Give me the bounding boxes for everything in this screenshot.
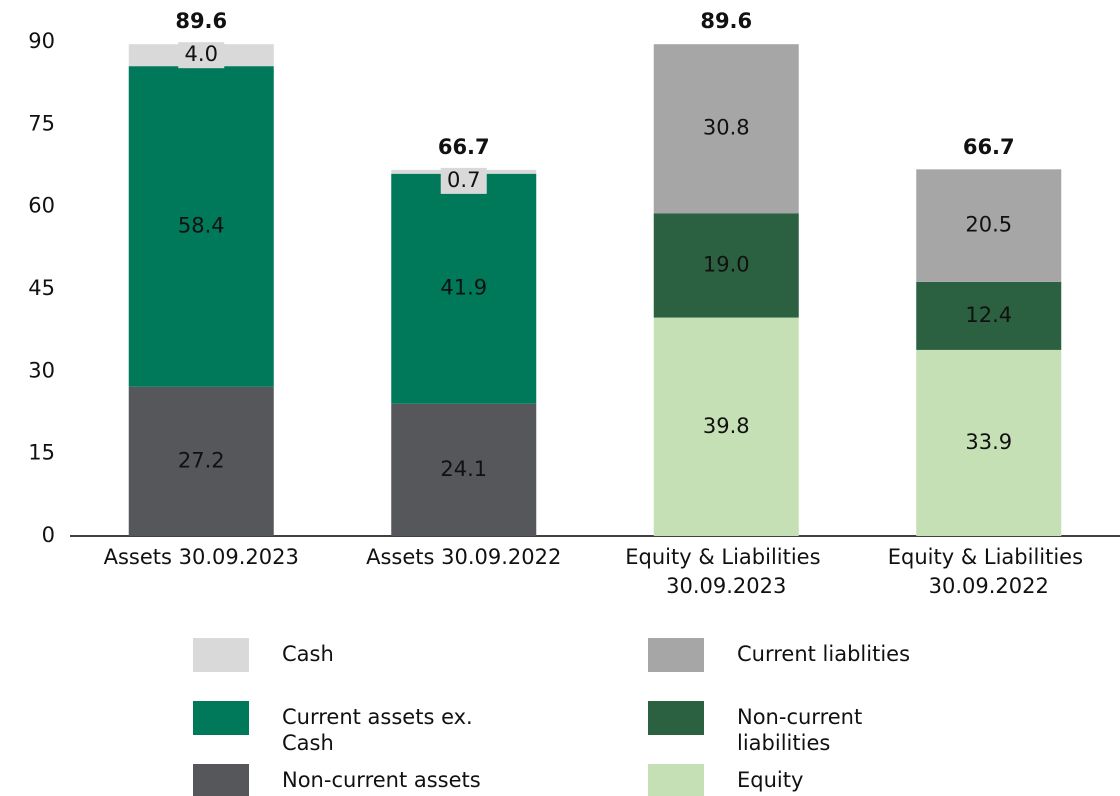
bar-segment <box>128 386 274 536</box>
value-label: 4.0 <box>185 42 218 66</box>
value-label: 19.0 <box>703 252 750 276</box>
bar-segment <box>916 169 1062 282</box>
total-label: 66.7 <box>438 135 490 159</box>
value-label: 20.5 <box>965 213 1012 237</box>
value-label: 12.4 <box>965 303 1012 327</box>
bar-segment <box>916 281 1062 350</box>
x-tick-label: Assets 30.09.2022 <box>366 545 561 569</box>
value-label: 33.9 <box>965 430 1012 454</box>
bar-segment <box>391 173 537 404</box>
value-label: 0.7 <box>447 168 480 192</box>
total-label: 66.7 <box>963 135 1015 159</box>
total-label: 89.6 <box>700 9 752 33</box>
bar-segment <box>653 317 799 536</box>
bar-segment <box>916 349 1062 536</box>
bar-segment <box>653 44 799 214</box>
legend-swatch <box>193 638 249 672</box>
legend-label: Current liablities <box>737 642 910 666</box>
value-label: 30.8 <box>703 116 750 140</box>
value-label-box <box>440 167 487 194</box>
bar-segment <box>391 403 537 536</box>
legend-label: Current assets ex. Cash <box>282 705 479 755</box>
x-tick-label: Equity & Liabilities 30.09.2023 <box>625 545 827 598</box>
legend-label: Non-current liabilities <box>737 705 869 755</box>
x-tick-label: Equity & Liabilities 30.09.2022 <box>888 545 1090 598</box>
y-tick-label: 0 <box>42 523 55 547</box>
value-label: 24.1 <box>440 457 487 481</box>
y-tick-label: 15 <box>28 441 55 465</box>
total-label: 89.6 <box>175 9 227 33</box>
y-tick-label: 90 <box>28 29 55 53</box>
value-label: 27.2 <box>178 448 225 472</box>
y-tick-label: 45 <box>28 276 55 300</box>
legend-swatch <box>648 638 704 672</box>
value-label: 39.8 <box>703 414 750 438</box>
legend-label: Non-current assets <box>282 768 481 792</box>
legend-swatch <box>648 764 704 796</box>
x-tick-label: Assets 30.09.2023 <box>104 545 299 569</box>
value-label: 41.9 <box>440 276 487 300</box>
y-tick-label: 60 <box>28 194 55 218</box>
bar-segment <box>128 66 274 387</box>
value-label: 58.4 <box>178 213 225 237</box>
value-label-box <box>178 42 225 69</box>
legend-swatch <box>193 764 249 796</box>
legend-label: Equity <box>737 768 803 792</box>
bar-segment <box>653 213 799 318</box>
legend-swatch <box>193 701 249 735</box>
legend-label: Cash <box>282 642 334 666</box>
y-tick-label: 75 <box>28 111 55 135</box>
legend-swatch <box>648 701 704 735</box>
y-tick-label: 30 <box>28 358 55 382</box>
